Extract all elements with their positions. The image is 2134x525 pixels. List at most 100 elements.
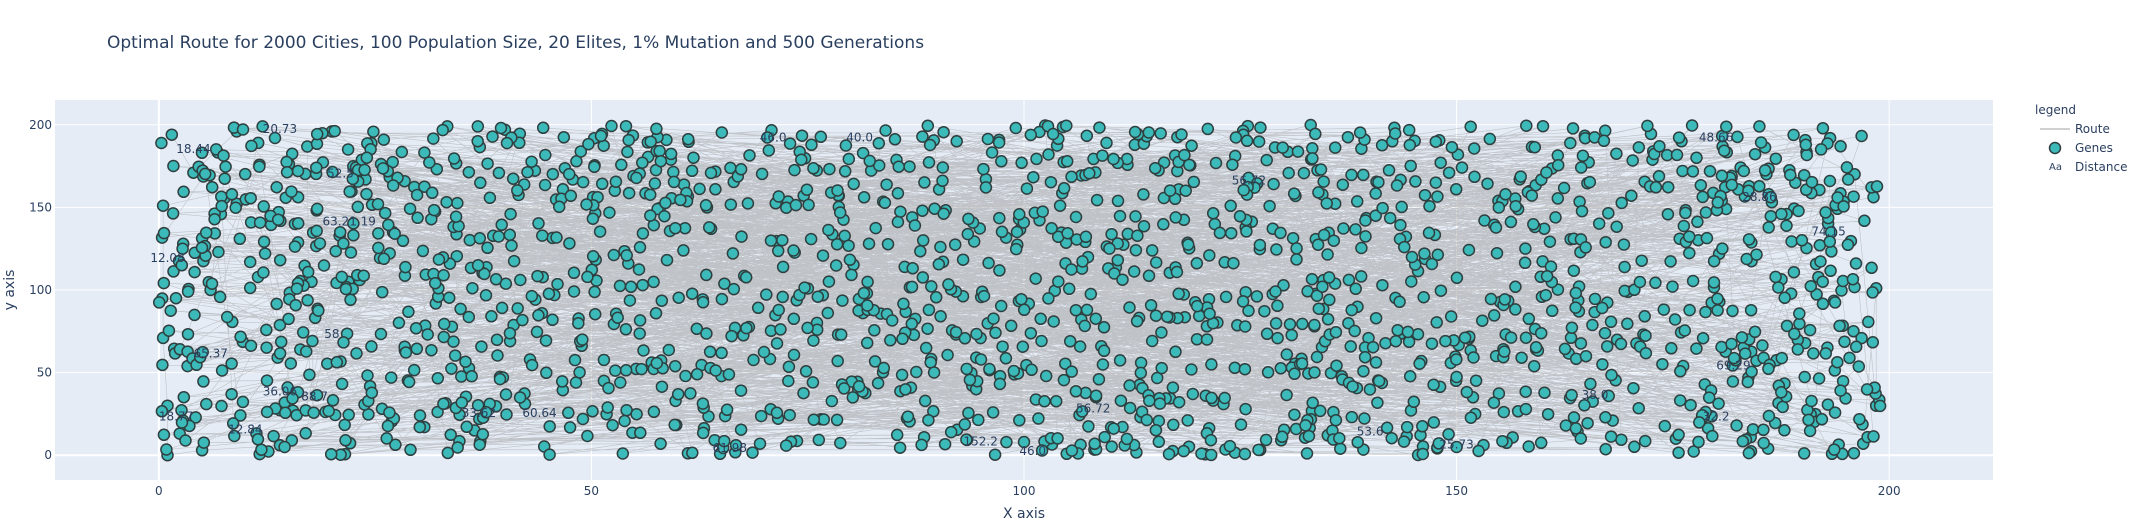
gene-marker (564, 189, 578, 203)
gene-marker (1390, 179, 1404, 192)
gene-marker (1409, 175, 1422, 188)
gene-marker (734, 384, 748, 397)
gene-marker (616, 447, 630, 460)
gene-marker (746, 446, 759, 459)
gene-marker (1834, 384, 1847, 397)
distance-label: 33.62 (462, 406, 496, 420)
gene-marker (1369, 209, 1382, 222)
gene-marker (1442, 427, 1455, 441)
gene-marker (1429, 176, 1443, 189)
gene-marker (1371, 396, 1384, 409)
gene-marker (1083, 167, 1096, 180)
gene-marker (1345, 410, 1359, 424)
gene-marker (1233, 210, 1247, 223)
gene-marker (1661, 180, 1675, 194)
gene-marker (1847, 446, 1861, 460)
gene-marker (471, 398, 485, 412)
gene-marker (157, 428, 171, 442)
gene-marker (374, 327, 388, 341)
gene-marker (1252, 443, 1265, 457)
gene-marker (1137, 188, 1150, 201)
gene-marker (485, 310, 498, 323)
gene-marker (1784, 168, 1797, 182)
gene-marker (1834, 140, 1847, 153)
gene-marker (1288, 408, 1301, 421)
gene-marker (972, 413, 985, 427)
gene-marker (1065, 365, 1078, 378)
gene-marker (360, 151, 374, 164)
gene-marker (1541, 407, 1555, 421)
gene-marker (285, 185, 298, 198)
gene-marker (1263, 199, 1276, 213)
gene-marker (754, 409, 768, 423)
gene-marker (1341, 130, 1355, 144)
gene-marker (282, 312, 295, 326)
gene-marker (322, 404, 335, 418)
gene-marker (1316, 280, 1329, 293)
gene-marker (1756, 339, 1769, 352)
gene-marker (413, 420, 427, 434)
gene-marker (684, 387, 697, 400)
gene-marker (1309, 127, 1322, 141)
gene-marker (1242, 304, 1255, 318)
gene-marker (894, 205, 907, 218)
gene-marker (690, 368, 704, 381)
gene-marker (531, 269, 544, 283)
gene-marker (447, 335, 460, 348)
gene-marker (243, 281, 257, 295)
gene-marker (313, 237, 327, 250)
gene-marker (1775, 386, 1788, 399)
gene-marker (1677, 219, 1691, 233)
gene-marker (595, 177, 609, 191)
legend-item-route[interactable]: Route (2035, 119, 2127, 138)
gene-marker (280, 165, 294, 179)
gene-marker (753, 437, 767, 450)
gene-marker (278, 440, 291, 454)
gene-marker (937, 125, 950, 139)
gene-marker (1564, 136, 1577, 150)
gene-marker (1413, 357, 1426, 370)
gene-marker (1032, 412, 1045, 425)
gene-marker (289, 298, 302, 312)
legend-item-genes[interactable]: Genes (2035, 138, 2127, 157)
gene-marker (212, 245, 225, 259)
gene-marker (895, 368, 909, 382)
gene-marker (1498, 345, 1511, 358)
gene-marker (1787, 265, 1801, 279)
gene-marker (647, 275, 660, 289)
gene-marker (877, 361, 891, 375)
distance-label: 46.0 (760, 130, 787, 144)
gene-marker (729, 438, 743, 452)
gene-marker (1791, 343, 1805, 356)
gene-marker (546, 313, 559, 327)
gene-marker (1730, 419, 1743, 432)
legend-label-route: Route (2075, 121, 2110, 136)
gene-marker (922, 303, 936, 317)
gene-marker (511, 184, 524, 197)
gene-marker (880, 178, 893, 191)
gene-marker (619, 323, 633, 336)
distance-label: 46.0 (1019, 444, 1046, 458)
gene-marker (586, 250, 600, 263)
gene-marker (1185, 363, 1198, 376)
gene-marker (814, 130, 828, 144)
gene-marker (375, 285, 389, 299)
gene-marker (916, 234, 930, 247)
gene-marker (1837, 200, 1850, 213)
gene-marker (993, 377, 1007, 391)
gene-marker (643, 188, 657, 201)
gene-marker (563, 237, 576, 250)
gene-marker (842, 239, 855, 252)
gene-marker (837, 382, 851, 395)
gene-marker (1090, 193, 1104, 207)
legend-item-distance[interactable]: Aa Distance (2035, 157, 2127, 176)
gene-marker (916, 204, 929, 217)
gene-marker (572, 317, 585, 330)
gene-marker (829, 259, 843, 272)
gene-marker (386, 179, 400, 192)
distance-label: 88.7 (301, 390, 328, 404)
gene-marker (613, 279, 627, 293)
gene-marker (726, 247, 740, 260)
gene-marker (1155, 361, 1168, 375)
gene-marker (720, 403, 734, 417)
